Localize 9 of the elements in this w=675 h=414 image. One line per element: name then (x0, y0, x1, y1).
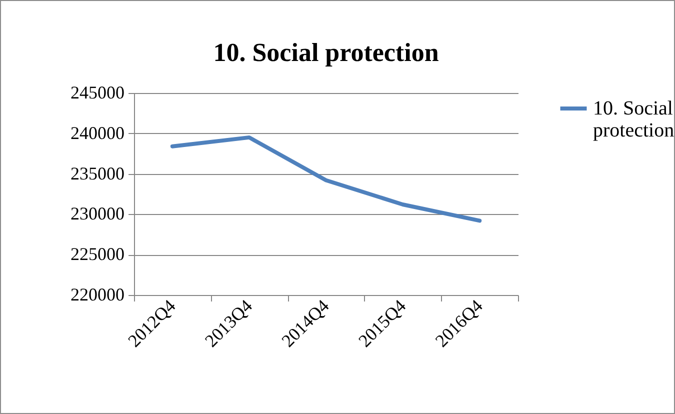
line-series (170, 135, 482, 223)
y-tick-label: 225000 (70, 244, 124, 264)
y-tick-label: 230000 (70, 204, 124, 224)
chart-title: 10. Social protection (213, 38, 440, 67)
y-tick-label: 245000 (70, 82, 124, 102)
y-tick-label: 235000 (70, 163, 124, 184)
y-tick-label: 220000 (70, 284, 124, 304)
legend-label: 10. Social protection (593, 98, 674, 142)
y-tick-label: 240000 (70, 122, 124, 143)
